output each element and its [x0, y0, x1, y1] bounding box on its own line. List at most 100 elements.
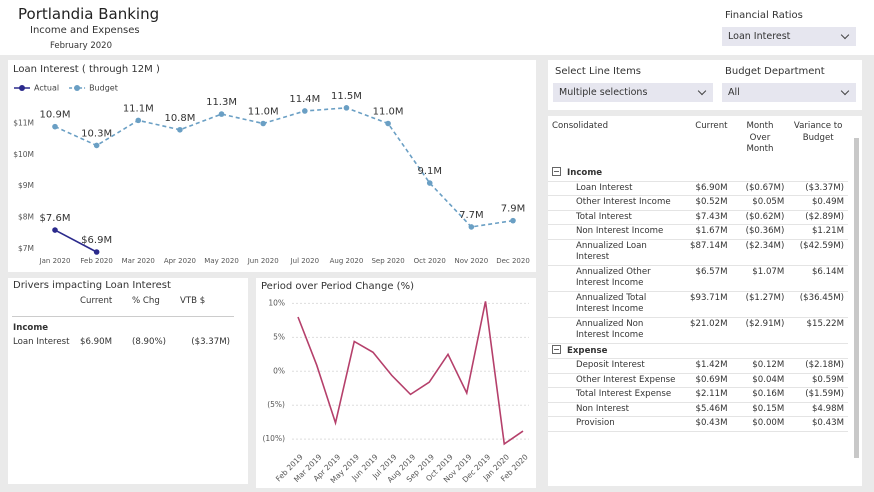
- row: Annualized Loan Interest $87.14M ($2.34M)(…: [548, 239, 848, 266]
- cell: ($0.36M): [731, 224, 789, 240]
- row-label: Non Interest: [548, 402, 680, 417]
- column-header: Variance to Budget: [793, 121, 843, 143]
- cell: $87.14M: [679, 239, 732, 266]
- cell: ($36.45M): [788, 291, 848, 318]
- chart-title: Loan Interest ( through 12M ): [13, 64, 160, 75]
- group-label: Income: [13, 323, 49, 333]
- y-tick-label: $8M: [18, 213, 34, 222]
- data-label: 11.1M: [123, 103, 154, 114]
- cell: ($0.67M): [731, 181, 789, 196]
- column-header: Current: [80, 296, 113, 306]
- cell: ($42.59M): [788, 239, 848, 266]
- cell: $1.07M: [731, 265, 789, 292]
- row-label: Other Interest Income: [548, 195, 680, 211]
- point: [93, 142, 100, 149]
- row-label: Annualized Loan Interest: [548, 239, 680, 266]
- cell: $6.14M: [788, 265, 848, 292]
- point: [52, 123, 58, 130]
- row-label: Other Interest Expense: [548, 373, 680, 388]
- data-label: $7.6M: [40, 213, 71, 224]
- ratio-label: Financial Ratios: [725, 10, 803, 21]
- y-tick-label: $11M: [13, 119, 34, 128]
- row-label: Provision: [548, 416, 680, 432]
- data-label: 10.9M: [40, 110, 71, 121]
- row: Annualized Total Interest Income $93.71M(…: [548, 291, 848, 318]
- cell: $0.12M: [731, 358, 789, 374]
- x-tick-label: Jun 2020: [247, 257, 279, 265]
- data-label: 11.5M: [331, 91, 362, 102]
- row-label: Total Interest Expense: [548, 387, 680, 403]
- date: February 2020: [50, 41, 112, 51]
- point: [93, 249, 100, 255]
- row: Other Interest Income $0.52M $0.05M $0.49M: [548, 195, 848, 211]
- x-tick-label: Feb 2020: [80, 257, 112, 265]
- data-label: 11.0M: [373, 107, 404, 118]
- subtitle: Income and Expenses: [30, 25, 140, 36]
- cell: $21.02M: [679, 317, 732, 344]
- slicer-dropdown[interactable]: Multiple selections: [553, 83, 713, 102]
- cell: $0.00M: [731, 416, 789, 432]
- cell: $93.71M: [679, 291, 732, 318]
- pop-chart-panel: [256, 278, 536, 488]
- cell: $0.49M: [788, 195, 848, 211]
- row: Annualized Other Interest Income $6.57M $1…: [548, 265, 848, 292]
- cell: (8.90%): [132, 337, 167, 347]
- data-label: 7.7M: [459, 210, 484, 221]
- cell: ($2.89M): [788, 210, 848, 225]
- header-row: Current % Chg VTB $: [12, 296, 234, 317]
- series-line: [54, 229, 98, 253]
- row: Non Interest Income $1.67M ($0.36M) $1.21M: [548, 224, 848, 240]
- y-tick-label: 5%: [273, 332, 285, 341]
- row-label: Non Interest Income: [548, 224, 680, 240]
- data-label: 11.3M: [206, 97, 237, 108]
- row-label: Annualized Non Interest Income: [548, 317, 680, 344]
- cell: $1.67M: [679, 224, 732, 240]
- x-tick-label: Jul 2020: [290, 257, 320, 265]
- cell: $0.52M: [679, 195, 732, 211]
- cell: $1.21M: [788, 224, 848, 240]
- row: Annualized Non Interest Income $21.02M ($2…: [548, 317, 848, 344]
- point: [52, 227, 58, 233]
- section-row: Expense: [548, 343, 848, 359]
- data-label: 11.4M: [289, 94, 320, 105]
- ratio-dropdown[interactable]: Loan Interest: [722, 27, 856, 46]
- cell: ($2.18M): [788, 358, 848, 374]
- data-label: 7.9M: [501, 204, 526, 215]
- y-tick-label: $9M: [18, 181, 34, 190]
- x-tick-label: Aug 2020: [330, 257, 364, 265]
- slicer-dropdown[interactable]: All: [722, 83, 856, 102]
- header-row: Consolidated Current Month Over Month Varia…: [548, 120, 848, 166]
- row-label: Deposit Interest: [548, 358, 680, 374]
- slicer-label: Budget Department: [725, 66, 825, 77]
- row: Loan Interest $6.90M (8.90%) ($3.37M): [12, 334, 234, 350]
- cell: ($3.37M): [191, 337, 230, 347]
- cell: ($3.37M): [788, 181, 848, 196]
- slicer-label: Select Line Items: [555, 66, 642, 77]
- row: Provision $0.43M $0.00M $0.43M: [548, 416, 848, 432]
- row-label: Annualized Total Interest Income: [548, 291, 680, 318]
- row: Loan Interest $6.90M ($0.67M) ($3.37M): [548, 181, 848, 196]
- expand-icon: [552, 344, 561, 354]
- legend-label: Budget: [89, 84, 118, 93]
- cell: $0.43M: [788, 416, 848, 432]
- consolidated-table: Consolidated Current Month Over Month Varia…: [548, 120, 848, 432]
- y-tick-label: $7M: [18, 244, 34, 253]
- row-label: Total Interest: [548, 210, 680, 225]
- cell: $4.98M: [788, 402, 848, 417]
- point: [510, 217, 516, 224]
- cell: ($2.34M): [731, 239, 789, 266]
- cell: ($1.27M): [731, 291, 789, 318]
- cell: $0.43M: [679, 416, 732, 432]
- title: Portlandia Banking: [18, 5, 160, 23]
- point: [218, 111, 225, 117]
- section-cell: Expense: [548, 343, 848, 359]
- cell: $1.42M: [679, 358, 732, 374]
- x-tick-label: Mar 2020: [122, 257, 155, 265]
- cell: $0.05M: [731, 195, 789, 211]
- section-cell: Income: [548, 166, 848, 182]
- point: [260, 120, 266, 127]
- column-header: Current: [695, 121, 728, 131]
- column-header: Consolidated: [552, 121, 609, 131]
- chart-title: Period over Period Change (%): [261, 281, 414, 292]
